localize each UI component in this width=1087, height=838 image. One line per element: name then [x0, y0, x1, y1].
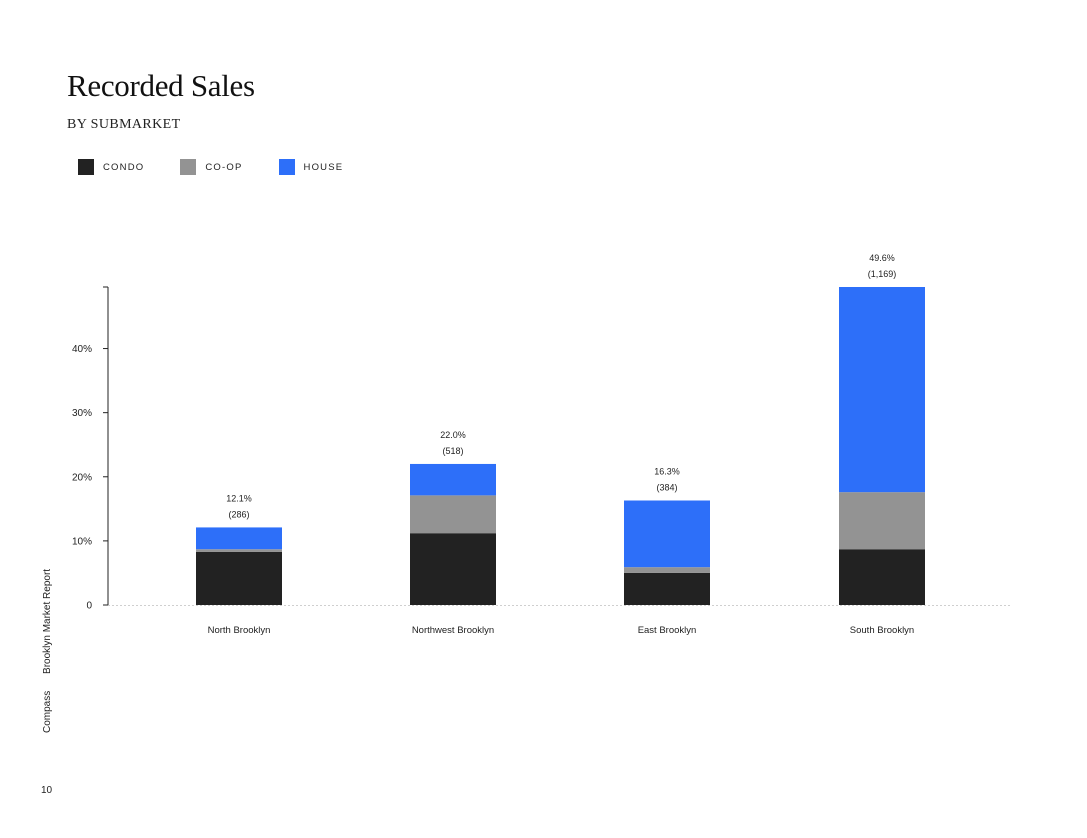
- legend-label-coop: CO-OP: [205, 161, 243, 173]
- bar-segment-house: [410, 463, 496, 496]
- legend-item-coop: CO-OP: [180, 159, 242, 175]
- legend-label-house: HOUSE: [303, 161, 344, 173]
- x-category-label: East Brooklyn: [638, 625, 697, 636]
- y-tick-label: 0: [86, 601, 92, 612]
- legend-label-condo: CONDO: [103, 161, 145, 173]
- legend-swatch-coop: [180, 159, 197, 175]
- bar-segment-condo: [839, 549, 925, 605]
- bar-total-label: 16.3%: [654, 466, 680, 476]
- x-category-label: South Brooklyn: [850, 625, 914, 636]
- legend-item-house: HOUSE: [278, 159, 344, 175]
- legend-item-condo: CONDO: [78, 159, 144, 175]
- bar-segment-condo: [410, 533, 496, 605]
- y-tick-label: 20%: [72, 472, 92, 483]
- page-subtitle: BY SUBMARKET: [67, 117, 181, 132]
- bar-segment-coop: [410, 495, 496, 534]
- bar-segment-house: [839, 287, 925, 493]
- bar-count-label: (286): [228, 509, 249, 519]
- bar-segment-house: [196, 527, 282, 550]
- bar-segment-coop: [624, 567, 710, 573]
- y-tick-label: 10%: [72, 536, 92, 547]
- bar-segment-condo: [624, 572, 710, 605]
- bar-segment-coop: [196, 549, 282, 552]
- bar-count-label: (384): [656, 482, 677, 492]
- chart-legend: CONDO CO-OP HOUSE: [78, 159, 379, 175]
- x-category-label: North Brooklyn: [208, 625, 271, 636]
- x-category-label: Northwest Brooklyn: [412, 625, 494, 636]
- bar-total-label: 12.1%: [226, 493, 252, 503]
- legend-swatch-condo: [78, 159, 94, 175]
- bar-count-label: (518): [442, 446, 463, 456]
- y-tick-label: 30%: [72, 408, 92, 419]
- page-title: Recorded Sales: [67, 68, 255, 103]
- brand-label: Compass: [42, 690, 53, 733]
- bar-segment-coop: [839, 492, 925, 550]
- bar-segment-condo: [196, 551, 282, 605]
- bar-count-label: (1,169): [868, 269, 897, 279]
- bar-segment-house: [624, 500, 710, 568]
- side-label: Compass Brooklyn Market Report: [42, 555, 53, 733]
- legend-swatch-house: [278, 159, 295, 175]
- report-label: Brooklyn Market Report: [42, 568, 53, 674]
- bar-total-label: 49.6%: [869, 253, 895, 263]
- y-tick-label: 40%: [72, 344, 92, 355]
- page-number: 10: [41, 785, 53, 796]
- bar-total-label: 22.0%: [440, 430, 466, 440]
